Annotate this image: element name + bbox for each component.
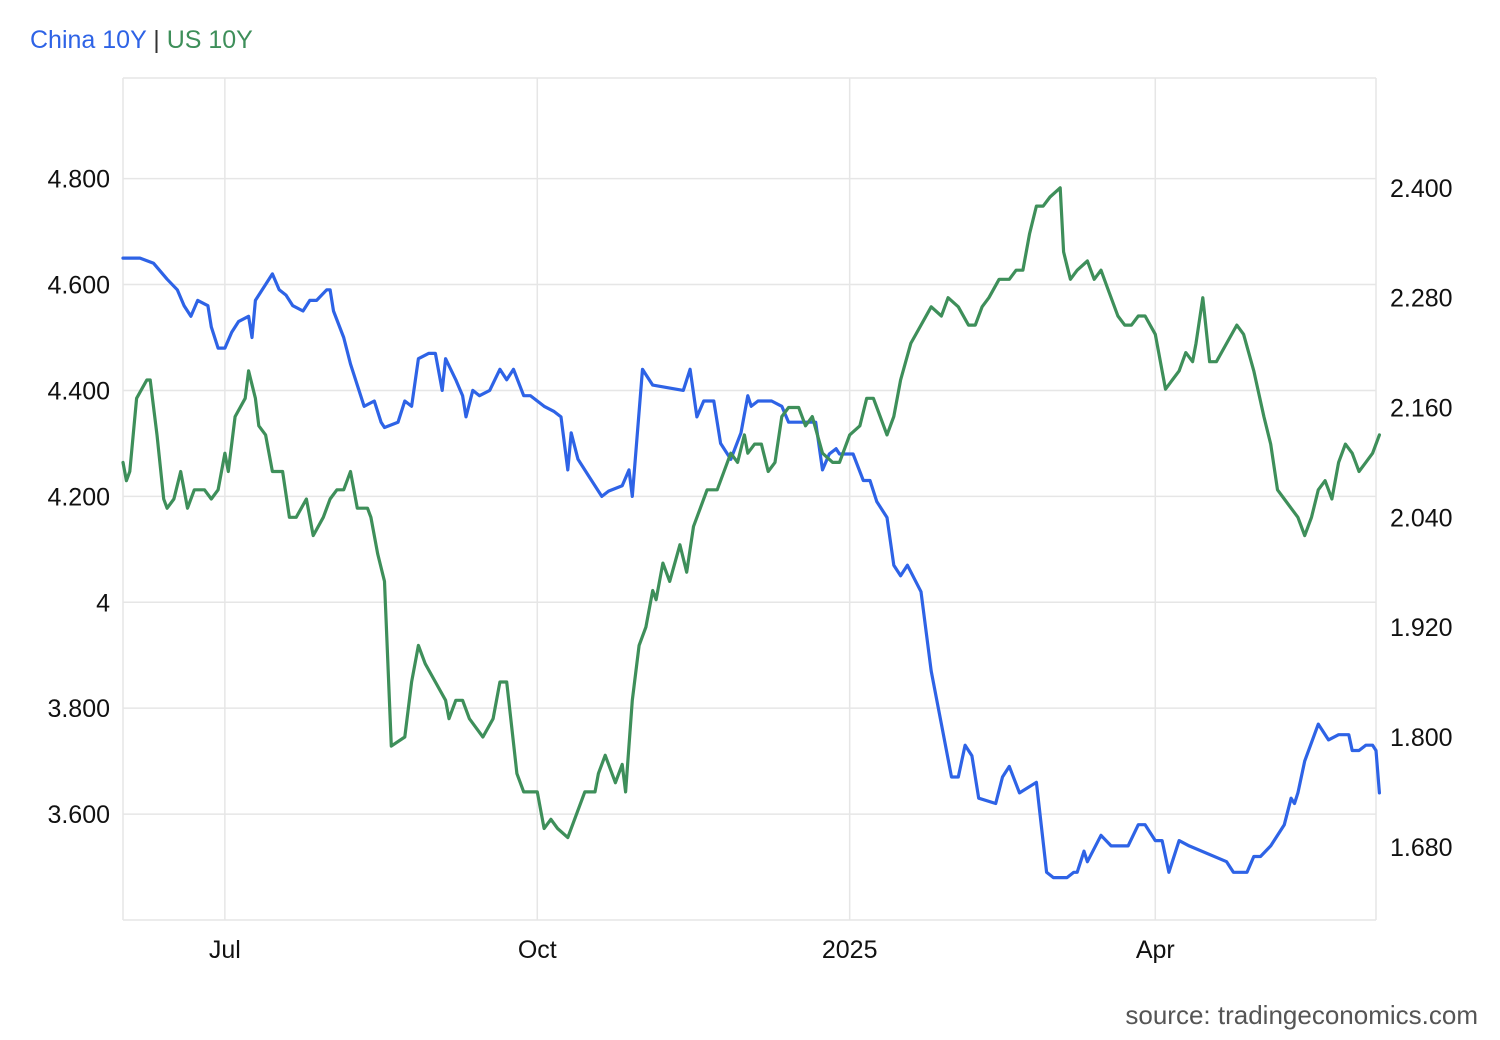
right-tick-label: 2.400 bbox=[1390, 175, 1453, 203]
left-tick-label: 4 bbox=[96, 589, 110, 617]
left-tick-label: 3.800 bbox=[47, 695, 110, 723]
x-tick-label: Apr bbox=[1136, 936, 1175, 964]
right-tick-label: 2.280 bbox=[1390, 285, 1453, 313]
right-tick-label: 1.800 bbox=[1390, 724, 1453, 752]
right-axis: 1.680 1.800 1.920 2.040 2.160 2.280 2.400 bbox=[1390, 175, 1453, 862]
x-tick-label: Oct bbox=[518, 936, 557, 964]
left-tick-label: 4.600 bbox=[47, 272, 110, 300]
left-tick-label: 4.200 bbox=[47, 483, 110, 511]
china-10y-line[interactable] bbox=[121, 256, 1382, 880]
legend-us-10y[interactable]: US 10Y bbox=[166, 26, 253, 54]
left-axis: 3.600 3.800 4 4.200 4.400 4.600 4.800 bbox=[47, 166, 110, 829]
source-credit: source: tradingeconomics.com bbox=[1125, 1000, 1478, 1030]
left-tick-label: 4.800 bbox=[47, 166, 110, 194]
x-axis: Jul Oct 2025 Apr bbox=[209, 936, 1175, 964]
chart-grid bbox=[122, 77, 1377, 921]
legend-separator: | bbox=[153, 26, 160, 54]
right-tick-label: 2.040 bbox=[1390, 504, 1453, 532]
x-tick-label: Jul bbox=[209, 936, 241, 964]
us-10y-line[interactable] bbox=[121, 186, 1382, 840]
x-tick-label: 2025 bbox=[822, 936, 878, 964]
legend-china-10y[interactable]: China 10Y bbox=[30, 26, 147, 54]
left-tick-label: 4.400 bbox=[47, 377, 110, 405]
left-tick-label: 3.600 bbox=[47, 801, 110, 829]
chart-series bbox=[121, 186, 1382, 880]
right-tick-label: 1.680 bbox=[1390, 834, 1453, 862]
right-tick-label: 2.160 bbox=[1390, 394, 1453, 422]
chart-legend: China 10Y | US 10Y bbox=[30, 24, 253, 56]
right-tick-label: 1.920 bbox=[1390, 614, 1453, 642]
